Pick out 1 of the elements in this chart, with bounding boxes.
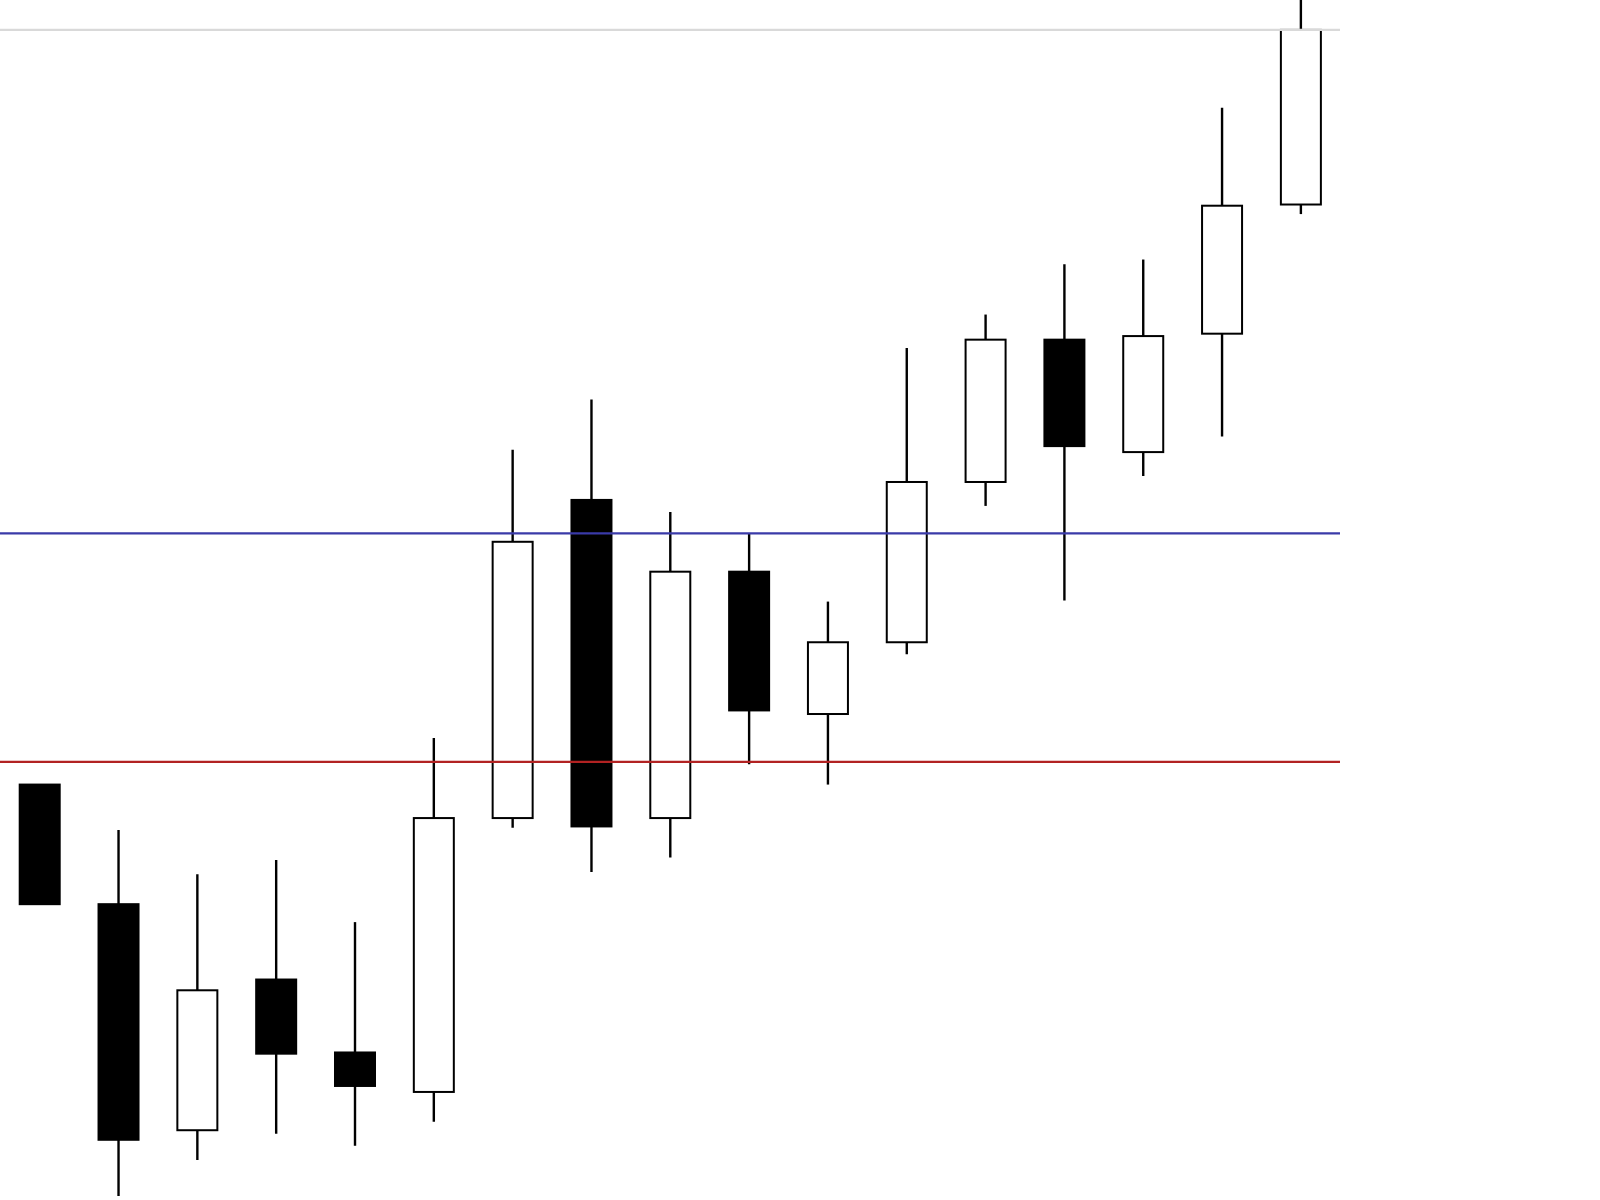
- candlestick: [334, 920, 376, 1147]
